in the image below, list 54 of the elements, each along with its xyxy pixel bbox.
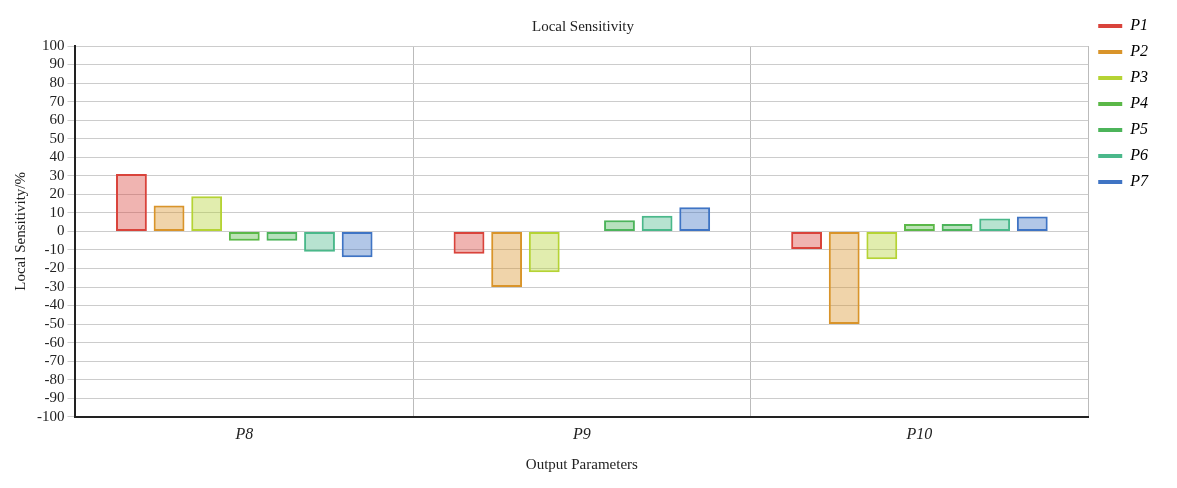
bar	[904, 223, 935, 231]
bar	[641, 215, 673, 231]
legend-label: P7	[1129, 172, 1149, 190]
y-tick-label: 100	[42, 36, 65, 53]
legend-label: P6	[1129, 146, 1149, 164]
y-tick-label: 20	[49, 185, 65, 202]
y-tick-label: -90	[44, 389, 65, 406]
y-tick-label: -20	[44, 259, 65, 276]
x-tick-label: P9	[571, 424, 591, 442]
bar	[866, 231, 898, 260]
chart-title: Local Sensitivity	[531, 17, 635, 34]
bar	[191, 196, 223, 231]
x-tick-label: P8	[234, 424, 254, 442]
bar	[453, 231, 485, 254]
bar	[491, 231, 523, 288]
y-tick-label: -10	[44, 240, 65, 257]
y-tick-label: 80	[49, 74, 65, 91]
y-tick-label: -70	[44, 352, 65, 369]
y-tick-label: 40	[49, 148, 65, 165]
x-tick-label: P10	[905, 424, 933, 442]
y-tick-label: 70	[49, 92, 65, 109]
bar	[604, 220, 635, 231]
legend-label: P5	[1129, 120, 1149, 138]
bar	[941, 223, 973, 231]
y-tick-label: 50	[49, 129, 65, 146]
legend-label: P3	[1129, 68, 1149, 86]
y-tick-label: 10	[49, 203, 65, 220]
bar	[116, 173, 147, 231]
bar	[528, 231, 560, 273]
y-tick-label: 0	[57, 222, 65, 239]
bar	[304, 231, 335, 252]
bar	[828, 231, 860, 325]
y-tick-label: 30	[49, 166, 65, 183]
legend-label: P2	[1129, 42, 1149, 60]
bar	[228, 231, 260, 241]
x-axis-title: Output Parameters	[525, 455, 639, 472]
y-tick-label: -100	[37, 407, 65, 424]
legend-label: P4	[1129, 94, 1149, 112]
bar	[266, 231, 298, 241]
y-axis-title: Local Sensitivity/%	[11, 172, 28, 291]
bar	[679, 207, 711, 231]
bar	[1016, 216, 1048, 231]
y-tick-label: 90	[49, 55, 65, 72]
bar	[153, 205, 185, 231]
bar	[979, 218, 1011, 231]
y-tick-label: -50	[44, 315, 65, 332]
y-tick-label: 60	[49, 111, 65, 128]
y-tick-label: -30	[44, 277, 65, 294]
legend-label: P1	[1129, 16, 1149, 34]
y-tick-label: -60	[44, 333, 65, 350]
bar	[791, 231, 823, 250]
y-tick-label: -40	[44, 296, 65, 313]
y-tick-label: -80	[44, 370, 65, 387]
bar	[341, 231, 373, 258]
